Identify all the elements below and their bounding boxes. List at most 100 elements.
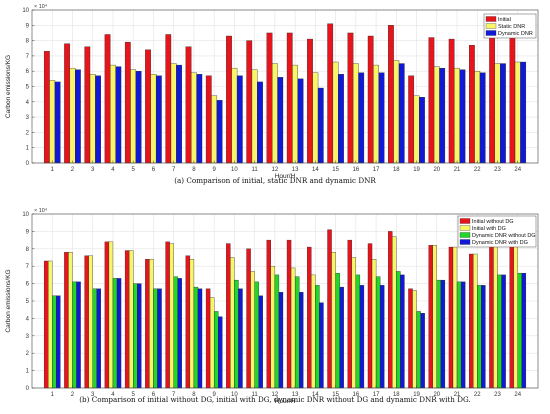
- x-tick-label: 9: [212, 392, 216, 398]
- bar-initial-without-dg-15: [327, 229, 332, 389]
- bar-dynamic-dnr-21: [459, 69, 466, 164]
- bar-static-dnr-9: [211, 95, 218, 164]
- legend-swatch: [459, 239, 471, 245]
- y-tick-label: 2: [26, 130, 30, 136]
- legend-swatch: [485, 16, 497, 22]
- bar-static-dnr-24: [514, 61, 521, 164]
- bar-initial-10: [226, 35, 232, 164]
- bar-dynamic-dnr-with-dg-10: [238, 288, 243, 389]
- bar-dynamic-dnr-16: [358, 72, 365, 164]
- bar-initial-without-dg-19: [408, 288, 413, 389]
- bar-initial-without-dg-13: [286, 239, 292, 389]
- bar-dynamic-dnr-with-dg-19: [420, 313, 425, 389]
- bar-static-dnr-7: [170, 63, 177, 164]
- x-tick-label: 5: [132, 167, 136, 173]
- x-tick-label: 23: [494, 167, 501, 173]
- y-tick-label: 8: [26, 39, 30, 45]
- bar-initial-without-dg-7: [165, 241, 170, 389]
- bar-dynamic-dnr-without-dg-4: [112, 278, 118, 389]
- bar-initial-without-dg-16: [347, 239, 352, 389]
- bar-initial-7: [165, 34, 172, 164]
- bar-static-dnr-17: [373, 64, 379, 164]
- bar-initial-2: [64, 43, 70, 164]
- bar-dynamic-dnr-22: [479, 72, 486, 164]
- bar-initial-21: [448, 38, 455, 164]
- bar-initial-18: [388, 25, 394, 164]
- bar-static-dnr-4: [110, 64, 116, 164]
- figure-caption: (b) Comparison of initial without DG, in…: [79, 395, 470, 404]
- bar-initial-with-dg-17: [371, 259, 377, 389]
- bar-initial-without-dg-21: [448, 246, 454, 389]
- y-axis-label: Carbon emissions/KG: [5, 269, 12, 332]
- bar-dynamic-dnr-with-dg-14: [319, 302, 324, 389]
- bar-initial-20: [428, 37, 435, 164]
- legend-swatch: [459, 218, 471, 224]
- bar-initial-without-dg-2: [64, 252, 69, 389]
- bar-dynamic-dnr-7: [176, 64, 182, 164]
- bar-initial-17: [367, 35, 374, 164]
- bar-dynamic-dnr-with-dg-11: [258, 295, 263, 389]
- bar-dynamic-dnr-with-dg-23: [501, 274, 506, 389]
- x-tick-label: 21: [454, 167, 461, 173]
- x-tick-label: 6: [152, 392, 156, 398]
- y-tick-label: 0: [26, 161, 30, 167]
- legend-label: Initial with DG: [472, 226, 506, 232]
- bar-initial-1: [43, 51, 50, 164]
- x-tick-label: 15: [332, 392, 339, 398]
- bar-dynamic-dnr-20: [439, 67, 446, 164]
- bar-dynamic-dnr-with-dg-8: [197, 288, 203, 389]
- bar-static-dnr-8: [191, 72, 197, 164]
- bar-static-dnr-15: [332, 61, 339, 164]
- y-axis-label: Carbon emissions/KG: [5, 55, 12, 118]
- bar-initial-with-dg-1: [48, 260, 53, 389]
- x-tick-label: 3: [91, 167, 95, 173]
- bar-dynamic-dnr-without-dg-2: [72, 281, 77, 389]
- bar-initial-without-dg-11: [246, 248, 251, 389]
- bar-dynamic-dnr-without-dg-10: [234, 279, 239, 389]
- legend-swatch: [459, 225, 471, 231]
- y-tick-label: 9: [26, 23, 30, 29]
- legend-label: Initial without DG: [472, 219, 514, 225]
- bar-initial-without-dg-12: [266, 239, 272, 389]
- bar-dynamic-dnr-with-dg-17: [379, 285, 385, 389]
- bar-static-dnr-21: [454, 67, 460, 164]
- bar-initial-with-dg-5: [128, 250, 134, 389]
- x-tick-label: 12: [272, 167, 279, 173]
- bar-dynamic-dnr-5: [135, 71, 142, 164]
- y-tick-label: 6: [26, 69, 30, 75]
- bar-initial-with-dg-6: [149, 259, 154, 389]
- legend-label: Static DNR: [498, 24, 525, 30]
- bar-dynamic-dnr-17: [378, 72, 385, 164]
- bar-initial-with-dg-7: [169, 243, 174, 389]
- x-tick-label: 16: [352, 392, 359, 398]
- y-tick-label: 2: [26, 351, 30, 357]
- legend-label: Dynamic DNR without DG: [472, 233, 536, 239]
- bar-dynamic-dnr-12: [277, 77, 284, 164]
- bar-static-dnr-3: [89, 74, 96, 164]
- bar-dynamic-dnr-without-dg-17: [375, 276, 381, 389]
- bar-initial-without-dg-22: [469, 253, 474, 389]
- bar-static-dnr-1: [49, 80, 56, 164]
- x-tick-label: 11: [252, 167, 259, 173]
- bar-initial-with-dg-14: [311, 274, 316, 389]
- bar-dynamic-dnr-14: [317, 87, 324, 164]
- bar-static-dnr-6: [150, 74, 157, 164]
- legend-swatch: [459, 232, 471, 238]
- bar-dynamic-dnr-without-dg-24: [517, 272, 522, 389]
- bar-dynamic-dnr-without-dg-8: [193, 286, 199, 389]
- x-tick-label: 7: [172, 167, 176, 173]
- bar-initial-23: [489, 32, 495, 164]
- bar-dynamic-dnr-with-dg-20: [440, 279, 446, 389]
- bar-initial-with-dg-11: [250, 271, 255, 389]
- bar-dynamic-dnr-with-dg-16: [359, 285, 365, 389]
- bar-initial-with-dg-9: [209, 297, 215, 389]
- bar-initial-without-dg-18: [388, 231, 393, 389]
- legend-label: Initial: [498, 17, 511, 23]
- bar-initial-without-dg-10: [226, 243, 231, 389]
- y-tick-label: 1: [26, 146, 30, 152]
- bar-initial-19: [408, 75, 415, 164]
- figure-caption: (a) Comparison of initial, static DNR an…: [174, 176, 376, 185]
